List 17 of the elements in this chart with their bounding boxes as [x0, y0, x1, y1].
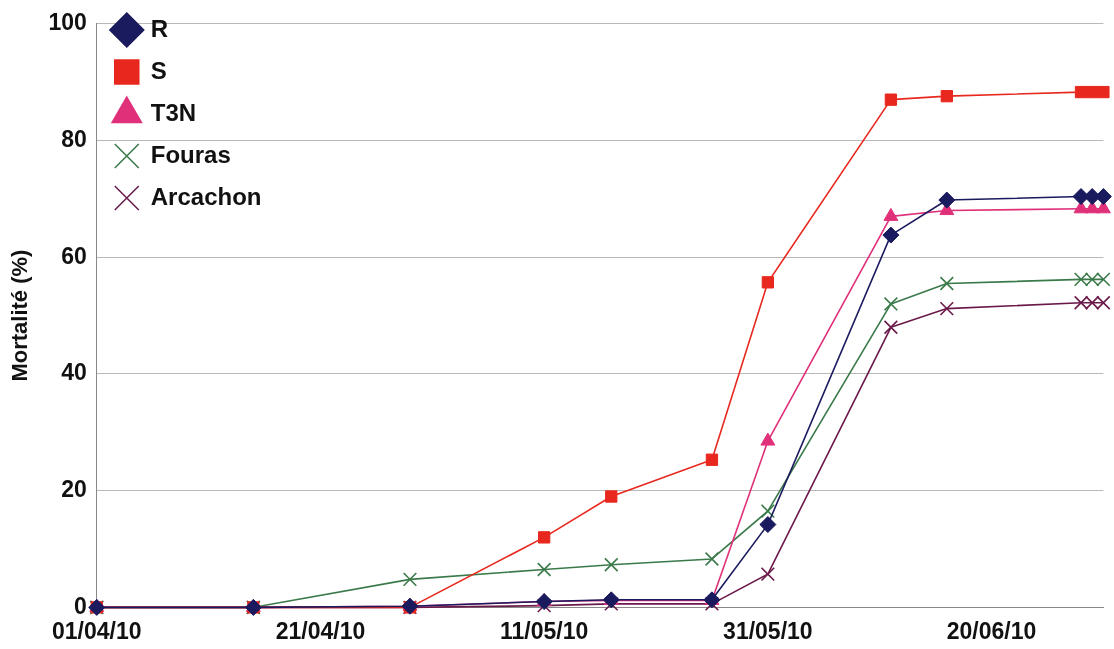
- legend-label: T3N: [150, 98, 197, 126]
- x-tick-label: 20/06/10: [946, 617, 1037, 644]
- legend-label: S: [150, 56, 167, 84]
- y-axis-title: Mortalité (%): [7, 249, 33, 382]
- y-tick-label: 80: [61, 125, 87, 152]
- x-tick-label: 11/05/10: [500, 617, 589, 644]
- x-tick-label: 21/04/10: [275, 617, 366, 644]
- legend-label: R: [150, 14, 169, 42]
- y-tick-label: 20: [61, 476, 87, 503]
- x-tick-label: 31/05/10: [723, 617, 813, 644]
- legend-label: Fouras: [150, 140, 231, 168]
- legend-label: Arcachon: [150, 182, 262, 210]
- x-tick-label: 01/04/10: [52, 617, 142, 644]
- y-tick-label: 100: [48, 9, 87, 36]
- y-tick-label: 60: [61, 242, 87, 269]
- y-tick-label: 0: [73, 592, 87, 619]
- y-tick-label: 40: [61, 359, 87, 386]
